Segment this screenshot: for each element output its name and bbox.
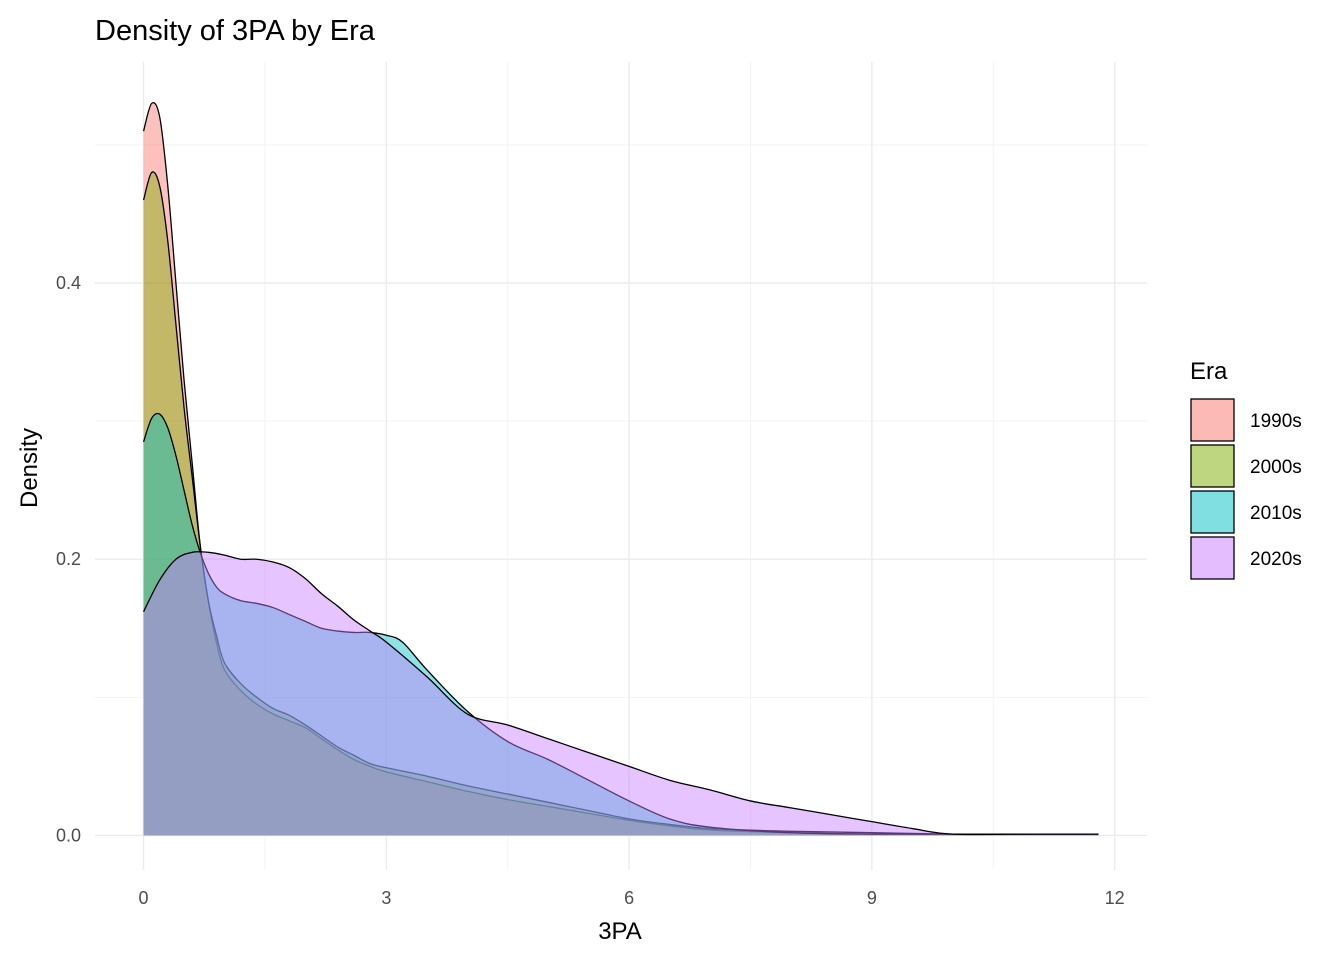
legend-title: Era xyxy=(1190,358,1228,385)
chart-title: Density of 3PA by Era xyxy=(95,15,376,47)
legend-label-2020s: 2020s xyxy=(1250,549,1302,570)
legend: Era 1990s 2000s 2010s 2020s xyxy=(1190,358,1302,580)
x-axis-ticks: 0 3 6 9 12 xyxy=(139,888,1125,908)
legend-swatch-2010s xyxy=(1190,490,1235,534)
x-axis-title: 3PA xyxy=(598,918,642,945)
y-axis-title: Density xyxy=(16,428,43,508)
legend-swatch-2000s xyxy=(1190,444,1235,488)
legend-label-2010s: 2010s xyxy=(1250,503,1302,524)
x-tick-label: 0 xyxy=(139,888,149,908)
legend-label-2000s: 2000s xyxy=(1250,457,1302,478)
legend-swatch-2020s xyxy=(1190,536,1235,580)
y-tick-label: 0.2 xyxy=(56,549,81,569)
density-line-2010s xyxy=(142,412,1099,835)
density-line-2020s xyxy=(142,551,1099,836)
x-tick-label: 6 xyxy=(624,888,634,908)
x-tick-label: 12 xyxy=(1105,888,1125,908)
density-line-1990s xyxy=(142,102,1099,835)
y-axis-ticks: 0.0 0.2 0.4 xyxy=(56,273,81,845)
y-tick-label: 0.0 xyxy=(56,825,81,845)
density-area-2010s xyxy=(143,413,1099,836)
density-area-2020s xyxy=(143,551,1099,836)
legend-label-1990s: 1990s xyxy=(1250,411,1302,432)
series-layer xyxy=(142,102,1099,836)
y-tick-label: 0.4 xyxy=(56,273,81,293)
x-tick-label: 3 xyxy=(381,888,391,908)
x-tick-label: 9 xyxy=(867,888,877,908)
density-area-2000s xyxy=(143,171,1099,836)
density-line-2000s xyxy=(142,171,1099,835)
legend-swatch-1990s xyxy=(1190,398,1235,442)
grid xyxy=(95,62,1147,870)
density-area-1990s xyxy=(143,102,1099,836)
